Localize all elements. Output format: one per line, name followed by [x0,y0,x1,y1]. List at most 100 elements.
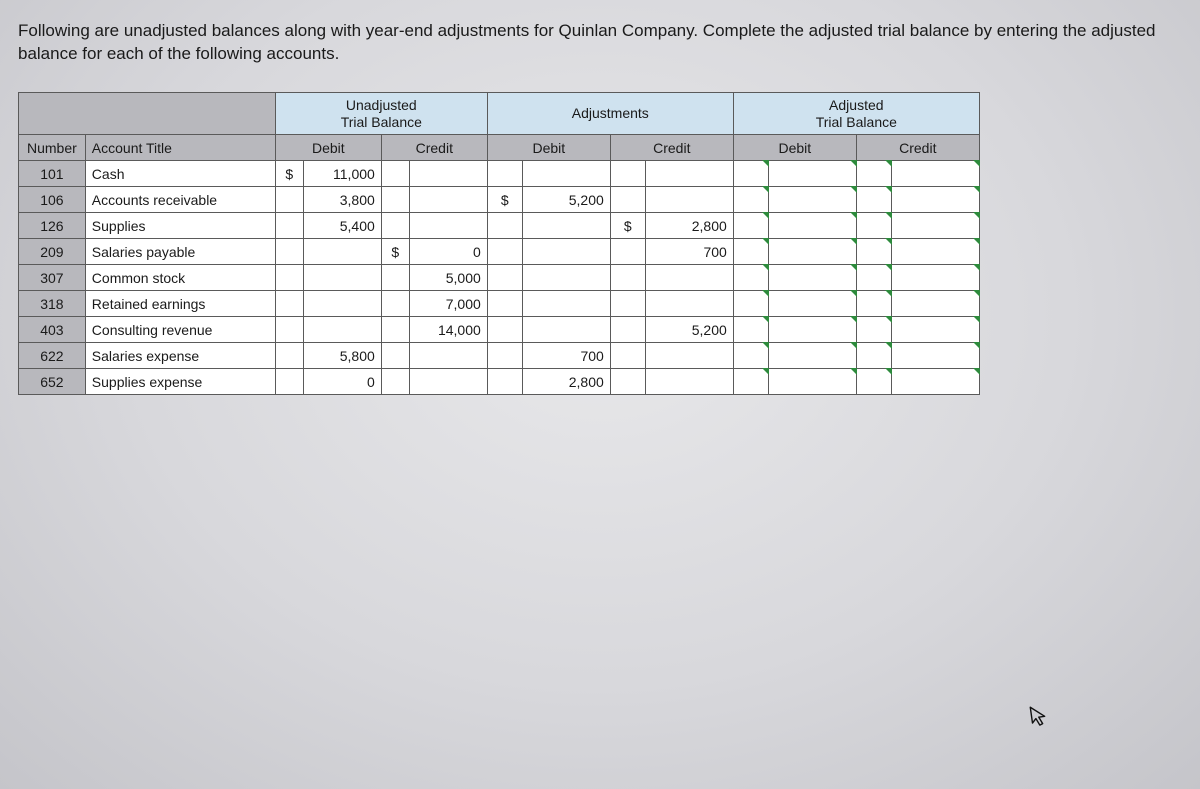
table-row: 101Cash$11,000 [19,161,980,187]
cell-adjbal-debit[interactable] [768,213,856,239]
cell-account-title: Cash [85,161,275,187]
cell-unadj-debit-sym: $ [275,161,303,187]
cell-adjbal-credit-sym[interactable] [856,239,891,265]
cell-adj-debit-sym [487,291,522,317]
cell-number: 403 [19,317,86,343]
cell-account-title: Salaries expense [85,343,275,369]
cell-unadj-debit-sym [275,369,303,395]
cell-adjbal-debit-sym[interactable] [733,187,768,213]
cell-adj-debit-sym [487,343,522,369]
cell-unadj-credit-sym [381,265,409,291]
cell-adjbal-credit-sym[interactable] [856,161,891,187]
cell-account-title: Supplies expense [85,369,275,395]
cell-adjbal-credit[interactable] [891,317,979,343]
cell-adjbal-debit[interactable] [768,369,856,395]
cell-adjbal-credit[interactable] [891,369,979,395]
cell-unadj-debit-sym [275,291,303,317]
cell-adjbal-credit-sym[interactable] [856,187,891,213]
cell-adjbal-debit[interactable] [768,161,856,187]
cell-adjbal-debit-sym[interactable] [733,343,768,369]
cell-adjbal-debit[interactable] [768,291,856,317]
subheader-adj-credit: Credit [610,135,733,161]
subheader-unadj-credit: Credit [381,135,487,161]
cell-adj-credit-sym [610,291,645,317]
cell-adjbal-debit-sym[interactable] [733,239,768,265]
cell-adj-debit: 2,800 [522,369,610,395]
cell-adj-credit: 5,200 [645,317,733,343]
cell-unadj-credit-sym [381,213,409,239]
cell-adj-debit [522,291,610,317]
cell-unadj-debit-sym [275,265,303,291]
cell-unadj-credit-sym [381,369,409,395]
cell-adjbal-credit[interactable] [891,187,979,213]
cell-unadj-credit-sym [381,343,409,369]
cell-adj-debit [522,317,610,343]
group-header-adjusted: AdjustedTrial Balance [733,92,979,135]
instructions-text: Following are unadjusted balances along … [18,20,1178,66]
cell-adj-credit: 2,800 [645,213,733,239]
cell-account-title: Consulting revenue [85,317,275,343]
cell-unadj-debit-sym [275,343,303,369]
group-header-unadjusted: UnadjustedTrial Balance [275,92,487,135]
cell-adj-credit [645,265,733,291]
cell-adjbal-debit-sym[interactable] [733,213,768,239]
cell-number: 622 [19,343,86,369]
cell-adj-credit [645,343,733,369]
cell-adj-debit: 700 [522,343,610,369]
col-header-number: Number [19,135,86,161]
cell-number: 101 [19,161,86,187]
cell-adjbal-debit[interactable] [768,239,856,265]
cell-adj-credit-sym [610,343,645,369]
cell-unadj-credit: 14,000 [409,317,487,343]
cell-adjbal-credit[interactable] [891,161,979,187]
cell-unadj-credit-sym [381,291,409,317]
cell-adjbal-debit-sym[interactable] [733,369,768,395]
cell-adj-debit-sym [487,369,522,395]
cell-unadj-debit: 5,800 [303,343,381,369]
col-header-account-title: Account Title [85,135,275,161]
cell-adjbal-debit-sym[interactable] [733,317,768,343]
cell-unadj-credit-sym [381,161,409,187]
cell-adjbal-debit[interactable] [768,187,856,213]
subheader-unadj-debit: Debit [275,135,381,161]
cell-adjbal-credit-sym[interactable] [856,291,891,317]
cell-adjbal-credit-sym[interactable] [856,343,891,369]
cell-adjbal-credit[interactable] [891,343,979,369]
cell-adjbal-credit-sym[interactable] [856,317,891,343]
cell-adj-credit [645,291,733,317]
cell-unadj-debit: 3,800 [303,187,381,213]
cell-account-title: Salaries payable [85,239,275,265]
cell-unadj-debit: 0 [303,369,381,395]
cell-adjbal-credit[interactable] [891,265,979,291]
cell-adjbal-debit[interactable] [768,343,856,369]
cell-adjbal-debit-sym[interactable] [733,291,768,317]
cell-account-title: Supplies [85,213,275,239]
cell-unadj-debit: 11,000 [303,161,381,187]
cell-unadj-debit [303,239,381,265]
cell-adjbal-credit[interactable] [891,239,979,265]
cell-adjbal-debit-sym[interactable] [733,265,768,291]
cell-adj-credit [645,161,733,187]
cell-adjbal-debit[interactable] [768,317,856,343]
cell-account-title: Accounts receivable [85,187,275,213]
cell-adjbal-debit[interactable] [768,265,856,291]
cell-account-title: Common stock [85,265,275,291]
cell-adjbal-credit-sym[interactable] [856,265,891,291]
subheader-adjbal-credit: Credit [856,135,979,161]
trial-balance-table: UnadjustedTrial Balance Adjustments Adju… [18,92,980,396]
cell-adjbal-credit-sym[interactable] [856,369,891,395]
cell-adjbal-debit-sym[interactable] [733,161,768,187]
cell-number: 209 [19,239,86,265]
cell-adj-credit-sym [610,317,645,343]
cell-adjbal-credit-sym[interactable] [856,213,891,239]
cell-adj-credit: 700 [645,239,733,265]
cell-adj-debit-sym [487,213,522,239]
cell-unadj-credit: 7,000 [409,291,487,317]
cell-adj-credit [645,369,733,395]
table-row: 318Retained earnings7,000 [19,291,980,317]
cell-unadj-credit-sym: $ [381,239,409,265]
cell-adjbal-credit[interactable] [891,213,979,239]
cell-adj-debit [522,161,610,187]
cell-adjbal-credit[interactable] [891,291,979,317]
cell-unadj-debit [303,291,381,317]
